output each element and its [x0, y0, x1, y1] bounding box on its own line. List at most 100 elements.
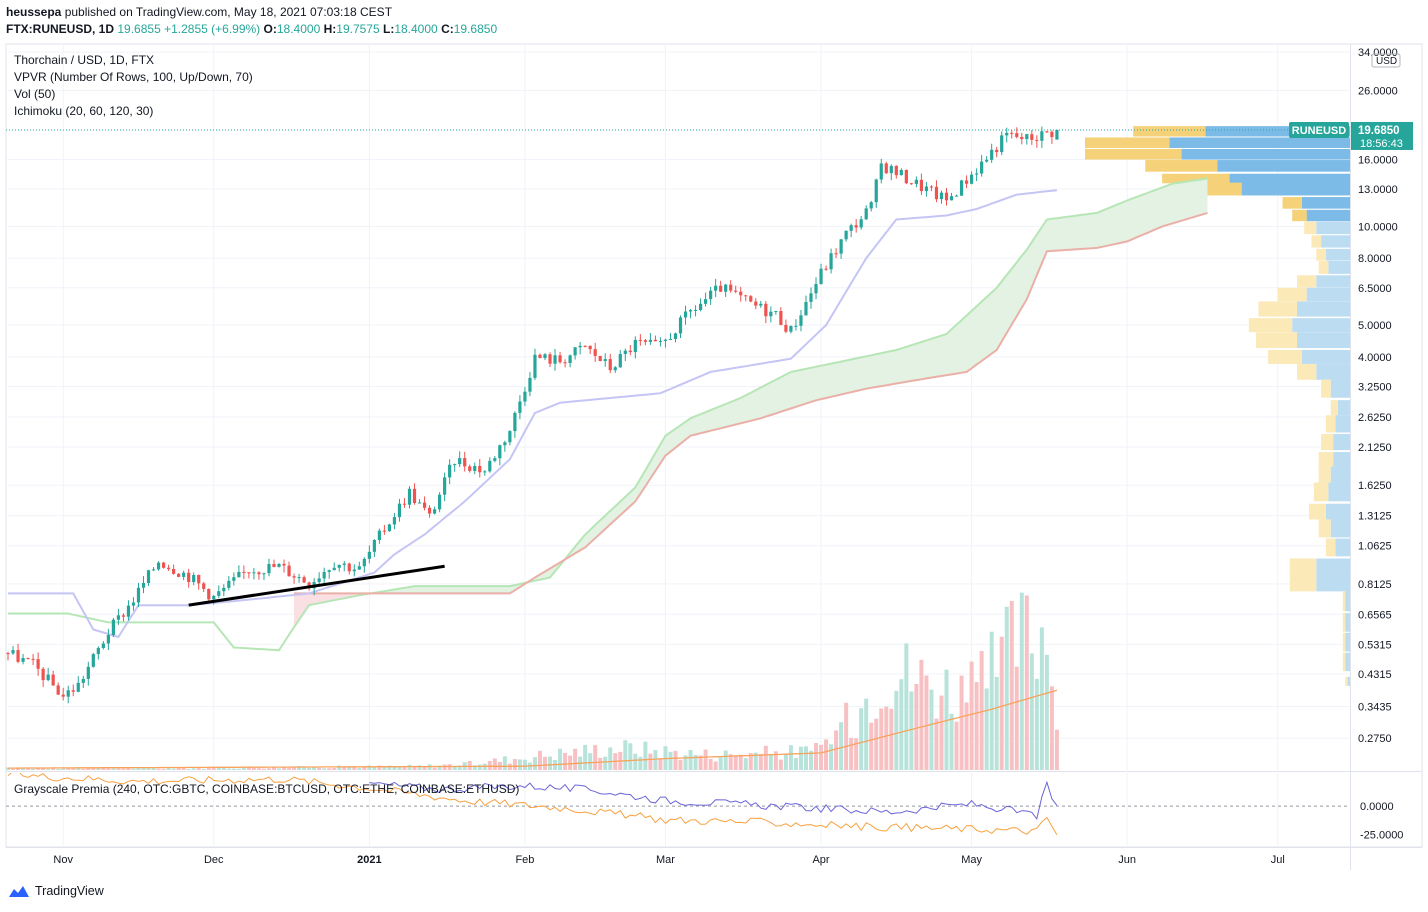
candle-body: [161, 562, 166, 568]
volume-bar: [914, 684, 919, 770]
legend-vpvr[interactable]: VPVR (Number Of Rows, 100, Up/Down, 70): [14, 70, 253, 84]
volume-bar: [768, 754, 773, 770]
candle-body: [267, 564, 271, 574]
volume-bar: [71, 768, 76, 770]
vpvr-row-up: [1330, 466, 1350, 483]
volume-bar: [703, 749, 708, 770]
volume-bar: [327, 768, 332, 770]
candle-body: [975, 173, 979, 175]
price-axis[interactable]: 34.0000 26.0000 16.0000 13.0000 10.0000 8.000…: [1358, 47, 1403, 841]
candlesticks: [6, 126, 1350, 704]
vpvr-row-down: [1321, 379, 1331, 398]
candle-body: [202, 583, 206, 589]
candle-body: [257, 572, 261, 575]
vpvr-row-down: [1248, 318, 1293, 333]
y-tick-label: 0.8125: [1358, 579, 1392, 591]
candle-body: [156, 562, 161, 570]
legend-vol[interactable]: Vol (50): [14, 87, 56, 101]
volume-bar: [1029, 653, 1034, 770]
volume-bar: [763, 745, 768, 770]
volume-bar: [512, 759, 517, 770]
volume-bar: [206, 767, 211, 770]
volume-bar: [277, 768, 282, 770]
volume-bar: [889, 708, 894, 770]
vpvr-row-up: [1306, 287, 1350, 302]
vpvr-row-down: [1311, 235, 1322, 248]
vpvr-row-up: [1345, 590, 1350, 612]
vpvr-row-up: [1301, 349, 1350, 364]
candle-body: [387, 524, 392, 532]
vpvr-row-up: [1333, 452, 1350, 467]
volume-bar: [748, 753, 753, 770]
x-tick-label: Dec: [204, 854, 224, 866]
candle-body: [513, 412, 517, 432]
volume-bar: [251, 767, 256, 770]
candle-body: [603, 359, 607, 362]
candle-body: [131, 602, 136, 606]
vpvr-row-down: [1318, 519, 1331, 538]
candle-body: [859, 219, 863, 228]
volume-bar: [623, 740, 628, 770]
candle-body: [207, 588, 211, 600]
volume-bar: [352, 766, 357, 770]
volume-bar: [793, 758, 798, 770]
volume-bar: [568, 755, 573, 770]
legend-ichimoku[interactable]: Ichimoku (20, 60, 120, 30): [14, 104, 154, 118]
candle-body: [141, 583, 146, 588]
candle-body: [166, 567, 171, 569]
legend-premia[interactable]: Grayscale Premia (240, OTC:GBTC, COINBAS…: [14, 782, 520, 796]
volume-bar: [397, 766, 402, 770]
volume-bar: [226, 768, 231, 770]
volume-bar: [537, 750, 542, 770]
vpvr-row-down: [1309, 503, 1326, 520]
ichimoku-span-b: [294, 211, 1208, 595]
volume-bar: [216, 767, 221, 770]
volume-bar: [287, 767, 292, 770]
vpvr-row-up: [1347, 676, 1350, 686]
volume-bar: [1034, 678, 1039, 770]
volume-bar: [964, 702, 969, 770]
volume-bar: [708, 758, 713, 770]
candle-body: [764, 303, 768, 317]
volume-bar: [593, 745, 598, 770]
candle-body: [744, 295, 748, 297]
candle-body: [81, 678, 85, 683]
vpvr-row-up: [1330, 379, 1350, 398]
candle-body: [427, 507, 432, 514]
author-name[interactable]: heussepa: [6, 5, 62, 19]
volume-bar: [573, 748, 578, 770]
candle-body: [899, 169, 903, 176]
candle-body-last: [1055, 129, 1059, 140]
tradingview-brand[interactable]: TradingView: [8, 884, 104, 898]
candle-body: [136, 587, 141, 603]
y-tick-label: 0.6565: [1358, 609, 1392, 621]
vpvr-row-up: [1306, 209, 1350, 222]
volume-bar: [698, 755, 703, 770]
volume-bar: [1024, 595, 1029, 770]
y-tick-label: 34.0000: [1358, 47, 1398, 59]
vpvr-row-up: [1316, 221, 1350, 235]
candle-body: [678, 317, 683, 334]
candle-body: [146, 570, 151, 584]
volume-bar: [598, 757, 603, 770]
volume-bar: [778, 759, 783, 770]
volume-bar: [824, 739, 829, 770]
candle-body: [814, 283, 818, 294]
time-axis[interactable]: Nov Dec 2021 Feb Mar Apr May Jun Jul: [53, 854, 1284, 866]
candle-body: [31, 658, 35, 660]
candle-body: [172, 568, 176, 574]
badge-symbol-box: [1289, 121, 1349, 138]
vpvr-row-down: [1342, 632, 1346, 652]
y-tick-label: 0.3435: [1358, 702, 1392, 714]
vpvr-row-up: [1316, 558, 1350, 574]
volume-bar: [949, 713, 954, 770]
legend-series[interactable]: Thorchain / USD, 1D, FTX: [14, 53, 155, 67]
candle-body: [377, 530, 381, 541]
premia-lines: [6, 773, 1350, 836]
y-tick-label: 2.6250: [1358, 412, 1392, 424]
vpvr-row-up: [1297, 301, 1350, 317]
vpvr-row-down: [1345, 676, 1348, 686]
vpvr-row-up: [1325, 248, 1350, 261]
x-tick-label: Apr: [812, 854, 829, 866]
